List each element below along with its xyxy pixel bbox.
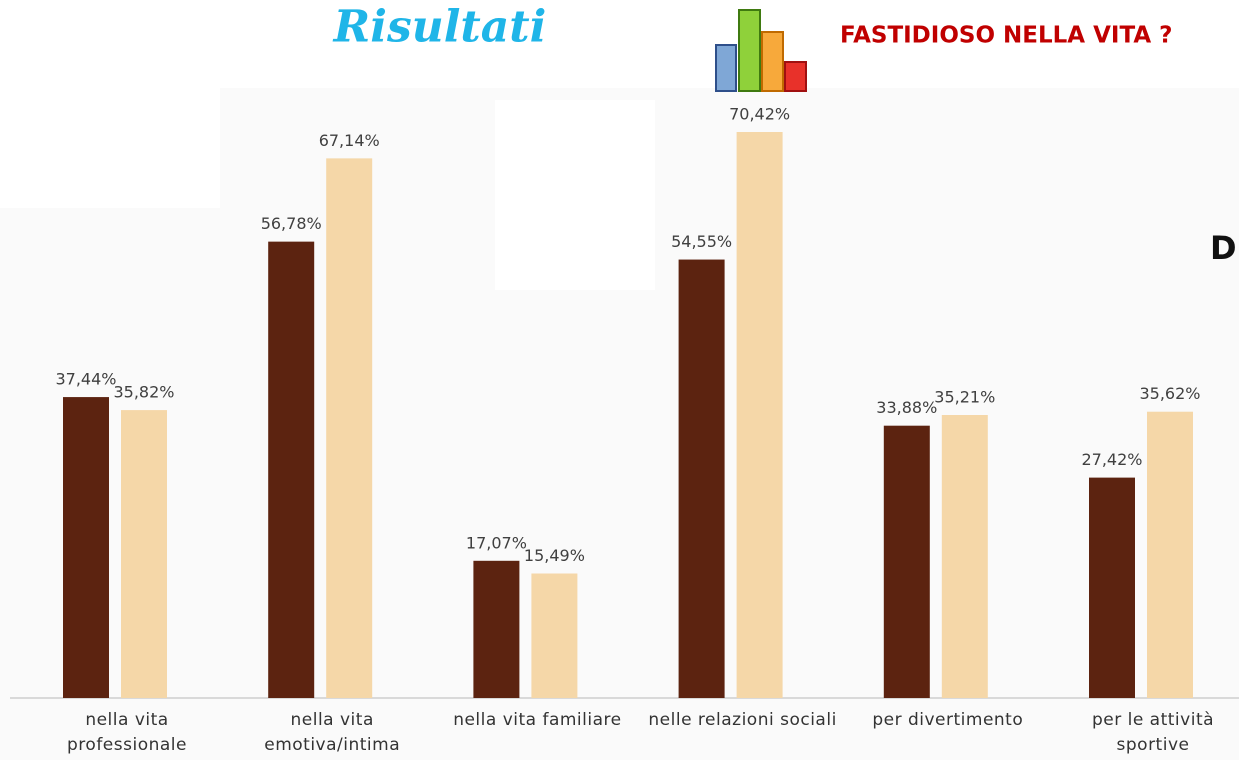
value-label: 67,14% — [319, 131, 380, 150]
icon — [715, 9, 807, 92]
white-patch — [0, 88, 220, 208]
value-label: 35,82% — [113, 383, 174, 402]
value-label: 15,49% — [524, 546, 585, 565]
value-label: 17,07% — [466, 533, 527, 552]
chart-title: Risultati — [332, 2, 547, 53]
value-label: 35,21% — [934, 388, 995, 407]
bar — [268, 241, 315, 698]
value-label: 70,42% — [729, 105, 790, 124]
bar — [1147, 411, 1193, 698]
value-label: 33,88% — [876, 398, 937, 417]
value-label: 27,42% — [1081, 450, 1142, 469]
x-tick-label: per divertimento — [872, 710, 1024, 730]
annotation: D — [1210, 229, 1237, 267]
bar — [678, 259, 725, 698]
bar — [473, 560, 520, 698]
x-tick-label: nella vita familiare — [453, 710, 622, 730]
value-label: 35,62% — [1139, 384, 1200, 403]
white-patch — [495, 100, 655, 290]
x-tick-label: per le attività sportive — [1091, 710, 1215, 755]
bar — [736, 132, 783, 698]
bar — [121, 410, 167, 698]
bar — [941, 415, 988, 698]
chart-subtitle: FASTIDIOSO NELLA VITA ? — [840, 23, 1173, 49]
bar — [531, 573, 578, 698]
x-tick-label: nella vita emotiva/intima — [264, 710, 401, 755]
value-label: 37,44% — [55, 370, 116, 389]
x-tick-label: nella vita professionale — [67, 710, 187, 755]
value-label: 56,78% — [261, 214, 322, 233]
bar — [1089, 477, 1135, 698]
value-label: 54,55% — [671, 232, 732, 251]
bar — [883, 425, 930, 698]
bar — [326, 158, 373, 698]
bar — [63, 397, 109, 698]
x-tick-label: nelle relazioni sociali — [648, 710, 837, 730]
